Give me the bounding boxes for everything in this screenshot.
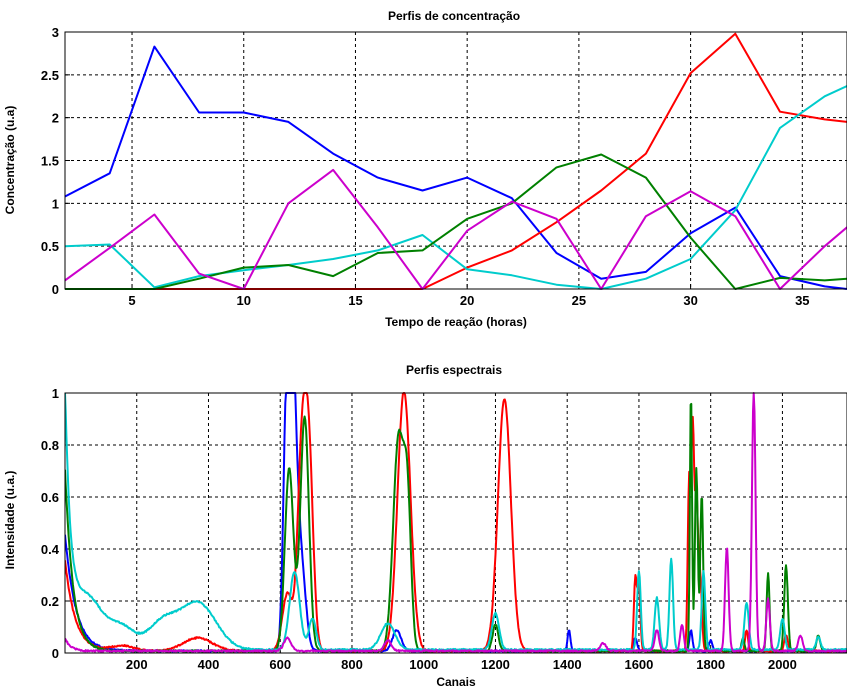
x-tick-label: 35 — [795, 293, 809, 308]
x-tick-label: 5 — [128, 293, 135, 308]
series-group — [65, 392, 847, 653]
y-tick-labels: 0 0.5 1 1.5 2 2.5 3 — [41, 25, 59, 297]
x-tick-label: 400 — [198, 657, 220, 672]
series-line-5 — [65, 392, 847, 653]
x-tick-label: 1600 — [624, 657, 653, 672]
x-tick-label: 1200 — [481, 657, 510, 672]
spectral-chart: Perfis espectrais 200 400 600 800 1000 1200 14… — [3, 363, 847, 689]
x-tick-label: 10 — [237, 293, 251, 308]
x-tick-label: 1000 — [409, 657, 438, 672]
plot-frame — [64, 31, 847, 290]
series-line-4 — [65, 153, 847, 290]
y-axis-label: Concentração (u.a) — [3, 106, 17, 215]
chart-title: Perfis espectrais — [406, 363, 502, 377]
y-tick-label: 0.2 — [41, 594, 59, 609]
x-tick-labels: 5 10 15 20 25 30 35 — [128, 293, 809, 308]
y-tick-label: 0.4 — [41, 542, 60, 557]
y-tick-label: 0.6 — [41, 490, 59, 505]
y-tick-label: 3 — [52, 25, 59, 40]
chart-title: Perfis de concentração — [388, 9, 520, 23]
y-tick-label: 1.5 — [41, 154, 59, 169]
y-tick-label: 2.5 — [41, 68, 59, 83]
x-tick-label: 20 — [460, 293, 474, 308]
x-tick-label: 15 — [348, 293, 362, 308]
concentration-chart: Perfis de concentração 5 10 15 20 25 30 35 0 0.… — [3, 9, 847, 329]
x-tick-label: 1800 — [696, 657, 725, 672]
y-tick-label: 2 — [52, 111, 59, 126]
y-tick-label: 0.5 — [41, 239, 59, 254]
x-axis-label: Canais — [436, 675, 476, 689]
series-line-5 — [65, 168, 847, 290]
series-line-3 — [65, 85, 847, 290]
series-line-1 — [65, 45, 847, 290]
x-tick-label: 1400 — [553, 657, 582, 672]
x-tick-label: 800 — [341, 657, 363, 672]
x-tick-labels: 200 400 600 800 1000 1200 1400 1600 1800 2000 — [126, 657, 797, 672]
y-tick-label: 1 — [52, 196, 59, 211]
plot-frame — [64, 392, 847, 654]
y-axis-label: Intensidade (u.a.) — [3, 471, 17, 570]
x-tick-label: 2000 — [768, 657, 797, 672]
y-tick-labels: 0 0.2 0.4 0.6 0.8 1 — [41, 386, 60, 661]
x-axis-label: Tempo de reação (horas) — [385, 315, 527, 329]
y-tick-label: 0 — [52, 282, 59, 297]
grid — [65, 392, 847, 654]
x-tick-label: 200 — [126, 657, 148, 672]
y-tick-label: 0.8 — [41, 438, 59, 453]
series-group — [65, 32, 847, 290]
x-tick-label: 600 — [269, 657, 291, 672]
x-tick-label: 25 — [572, 293, 586, 308]
x-tick-label: 30 — [683, 293, 697, 308]
y-tick-label: 0 — [52, 646, 59, 661]
y-tick-label: 1 — [52, 386, 59, 401]
